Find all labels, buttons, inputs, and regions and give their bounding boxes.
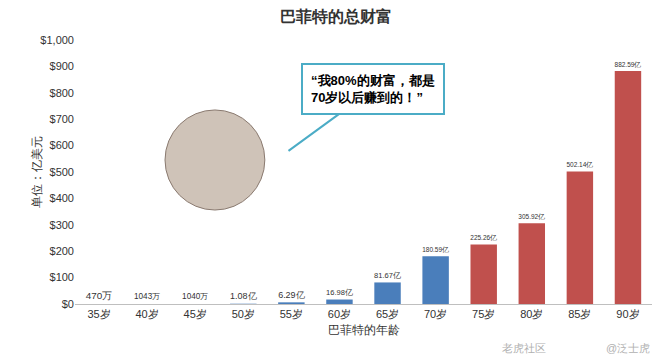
svg-text:巴菲特的年龄: 巴菲特的年龄 <box>328 323 400 337</box>
svg-text:180.59亿: 180.59亿 <box>422 246 449 253</box>
svg-text:50岁: 50岁 <box>232 308 255 320</box>
svg-text:80岁: 80岁 <box>520 308 543 320</box>
svg-text:$300: $300 <box>50 219 74 231</box>
svg-text:16.98亿: 16.98亿 <box>326 288 353 297</box>
svg-text:$500: $500 <box>50 166 74 178</box>
svg-text:巴菲特的总财富: 巴菲特的总财富 <box>280 7 392 25</box>
svg-text:75岁: 75岁 <box>472 308 495 320</box>
svg-text:单位：亿美元: 单位：亿美元 <box>30 136 44 208</box>
svg-text:$800: $800 <box>50 87 74 99</box>
svg-text:40岁: 40岁 <box>136 308 159 320</box>
svg-text:70岁: 70岁 <box>424 308 447 320</box>
svg-text:470万: 470万 <box>86 290 113 301</box>
svg-text:882.59亿: 882.59亿 <box>615 61 642 68</box>
svg-text:225.26亿: 225.26亿 <box>470 234 497 241</box>
svg-text:6.29亿: 6.29亿 <box>278 290 304 300</box>
svg-text:$200: $200 <box>50 245 74 257</box>
svg-text:“我80%的财富，都是70岁以后赚到的！”: “我80%的财富，都是70岁以后赚到的！” <box>311 73 435 105</box>
svg-text:$100: $100 <box>50 271 74 283</box>
svg-text:1043万: 1043万 <box>134 292 160 301</box>
svg-text:65岁: 65岁 <box>376 308 399 320</box>
svg-text:45岁: 45岁 <box>184 308 207 320</box>
svg-text:502.14亿: 502.14亿 <box>566 161 593 168</box>
svg-text:85岁: 85岁 <box>568 308 591 320</box>
svg-text:$600: $600 <box>50 139 74 151</box>
svg-text:$900: $900 <box>50 60 74 72</box>
svg-text:@泛士虎: @泛士虎 <box>606 342 650 354</box>
svg-text:55岁: 55岁 <box>280 308 303 320</box>
svg-text:90岁: 90岁 <box>616 308 639 320</box>
svg-text:35岁: 35岁 <box>87 308 110 320</box>
svg-text:$700: $700 <box>50 113 74 125</box>
svg-text:81.67亿: 81.67亿 <box>374 271 401 280</box>
svg-text:$400: $400 <box>50 192 74 204</box>
svg-text:1.08亿: 1.08亿 <box>230 291 256 301</box>
svg-text:老虎社区: 老虎社区 <box>502 342 546 354</box>
svg-text:60岁: 60岁 <box>328 308 351 320</box>
svg-text:$1,000: $1,000 <box>40 34 74 46</box>
svg-text:$0: $0 <box>62 298 74 310</box>
svg-text:1040万: 1040万 <box>182 292 208 301</box>
svg-text:305.92亿: 305.92亿 <box>518 213 545 220</box>
